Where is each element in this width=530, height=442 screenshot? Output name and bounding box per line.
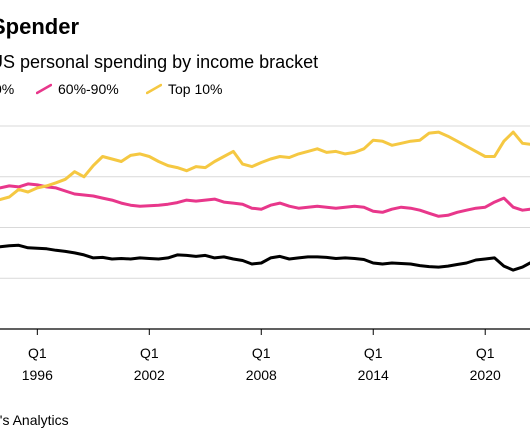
legend: 0% 60%-90% Top 10% xyxy=(0,81,530,101)
series-line-1 xyxy=(0,243,530,272)
x-tick-year-label: 1996 xyxy=(22,367,53,383)
legend-label-top: Top 10% xyxy=(168,81,223,97)
x-tick-quarter-label: Q1 xyxy=(28,345,47,361)
series-line-3 xyxy=(0,130,530,202)
legend-item-bottom: 0% xyxy=(0,81,14,97)
source-note: dy's Analytics xyxy=(0,412,69,428)
legend-item-middle: 60%-90% xyxy=(36,81,119,97)
series-lines xyxy=(0,130,530,272)
x-tick-year-label: 2008 xyxy=(246,367,277,383)
x-tick-quarter-label: Q1 xyxy=(252,345,271,361)
x-axis-ticks: Q1 1996 Q1 2002 Q1 2008 Q1 2014 Q1 2020 xyxy=(22,329,501,383)
chart-subtitle: US personal spending by income bracket xyxy=(0,52,319,72)
legend-label-bottom: 0% xyxy=(0,81,15,97)
gridlines xyxy=(0,125,530,330)
x-tick-quarter-label: Q1 xyxy=(476,345,495,361)
legend-swatch-middle xyxy=(36,83,52,95)
legend-item-top: Top 10% xyxy=(146,81,222,97)
line-chart: Q1 1996 Q1 2002 Q1 2008 Q1 2014 Q1 2020 xyxy=(0,125,530,383)
x-tick-quarter-label: Q1 xyxy=(364,345,383,361)
legend-swatch-top xyxy=(146,83,162,95)
chart-title: Spender xyxy=(0,14,80,39)
x-tick-year-label: 2014 xyxy=(358,367,389,383)
legend-label-middle: 60%-90% xyxy=(58,81,119,97)
series-line-2 xyxy=(0,182,530,218)
x-tick-year-label: 2020 xyxy=(470,367,501,383)
x-tick-quarter-label: Q1 xyxy=(140,345,159,361)
x-tick-year-label: 2002 xyxy=(134,367,165,383)
